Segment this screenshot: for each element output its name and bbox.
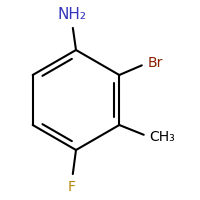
Text: CH₃: CH₃ (149, 130, 175, 144)
Text: NH₂: NH₂ (58, 7, 86, 22)
Text: F: F (68, 180, 76, 194)
Text: Br: Br (147, 56, 163, 70)
